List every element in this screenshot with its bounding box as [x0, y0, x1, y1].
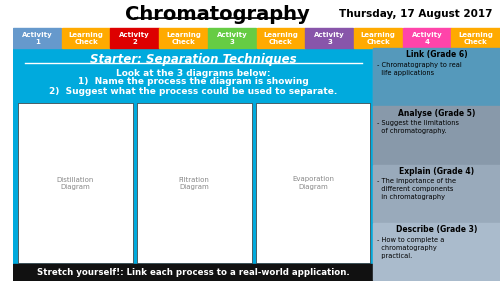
Bar — [374, 48, 500, 105]
Bar — [208, 28, 256, 48]
Bar — [62, 28, 110, 48]
Text: Thursday, 17 August 2017: Thursday, 17 August 2017 — [338, 9, 492, 19]
Text: Learning
Check: Learning Check — [166, 31, 201, 44]
Bar — [13, 28, 61, 48]
Bar — [13, 264, 374, 281]
Text: - The importance of the
  different components
  in chromatography: - The importance of the different compon… — [378, 178, 456, 201]
Text: Learning
Check: Learning Check — [264, 31, 298, 44]
Text: - Chromatography to real
  life applications: - Chromatography to real life applicatio… — [378, 62, 462, 76]
Bar — [452, 28, 500, 48]
Text: Activity
1: Activity 1 — [22, 31, 52, 44]
Text: Starter: Separation Techniques: Starter: Separation Techniques — [90, 53, 296, 67]
Text: Chromatography: Chromatography — [125, 4, 310, 24]
Bar — [402, 28, 451, 48]
Text: Link (Grade 6): Link (Grade 6) — [406, 51, 468, 60]
Text: Learning
Check: Learning Check — [361, 31, 396, 44]
Bar — [374, 106, 500, 164]
Bar — [305, 28, 354, 48]
Bar — [374, 223, 500, 280]
Bar — [13, 48, 374, 281]
Bar — [136, 103, 252, 263]
Text: Learning
Check: Learning Check — [458, 31, 493, 44]
Text: Activity
3: Activity 3 — [217, 31, 248, 44]
Text: Analyse (Grade 5): Analyse (Grade 5) — [398, 109, 475, 118]
Text: Explain (Grade 4): Explain (Grade 4) — [399, 167, 474, 176]
Bar — [110, 28, 158, 48]
Text: Activity
2: Activity 2 — [120, 31, 150, 44]
Bar — [374, 48, 500, 281]
Text: Describe (Grade 3): Describe (Grade 3) — [396, 225, 477, 234]
Bar — [354, 28, 402, 48]
Text: Learning
Check: Learning Check — [68, 31, 104, 44]
Text: Activity
4: Activity 4 — [412, 31, 442, 44]
Bar — [256, 103, 370, 263]
Text: - Suggest the limitations
  of chromatography.: - Suggest the limitations of chromatogra… — [378, 120, 460, 134]
Text: 1)  Name the process the diagram is showing: 1) Name the process the diagram is showi… — [78, 78, 308, 87]
Text: Distillation
Diagram: Distillation Diagram — [56, 176, 94, 189]
Text: Evaporation
Diagram: Evaporation Diagram — [292, 176, 334, 189]
Bar — [159, 28, 208, 48]
Text: 2)  Suggest what the process could be used to separate.: 2) Suggest what the process could be use… — [49, 87, 338, 96]
Bar — [256, 28, 304, 48]
Bar — [13, 0, 500, 28]
Bar — [18, 103, 133, 263]
Text: Activity
3: Activity 3 — [314, 31, 345, 44]
Text: Filtration
Diagram: Filtration Diagram — [178, 176, 210, 189]
Bar — [374, 164, 500, 222]
Text: - How to complete a
  chromatography
  practical.: - How to complete a chromatography pract… — [378, 237, 444, 259]
Text: Look at the 3 diagrams below:: Look at the 3 diagrams below: — [116, 69, 270, 78]
Text: Stretch yourself!: Link each process to a real-world application.: Stretch yourself!: Link each process to … — [37, 268, 350, 277]
